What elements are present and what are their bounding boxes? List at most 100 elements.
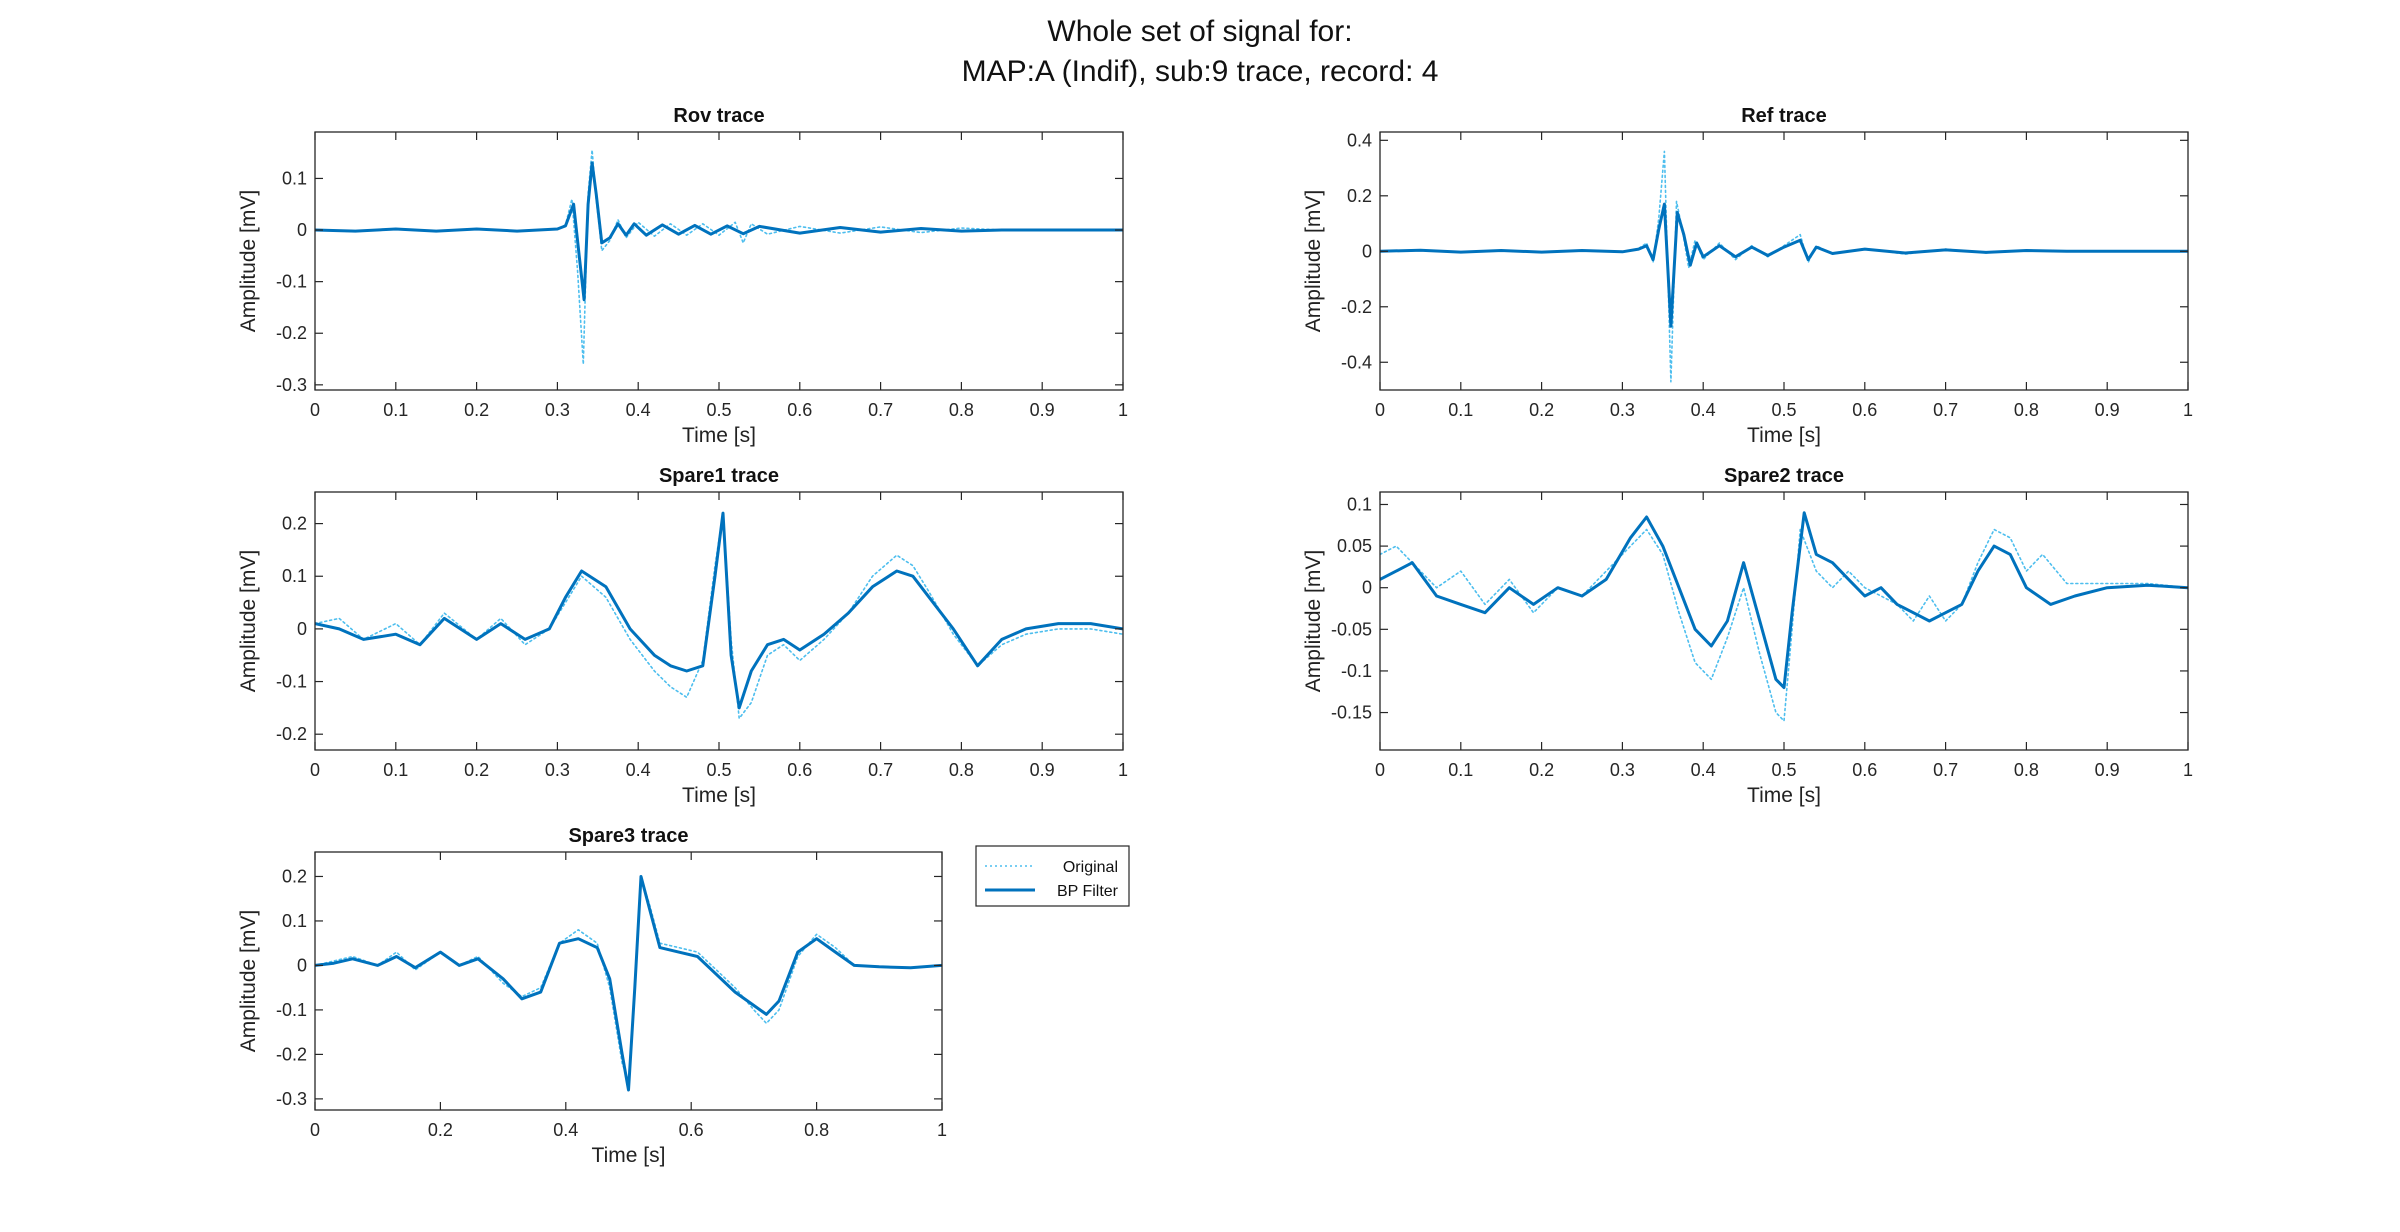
series-line-bp-filter [315, 161, 1123, 302]
y-tick-label: 0.1 [1347, 494, 1372, 514]
y-tick-label: 0.2 [282, 514, 307, 534]
x-tick-label: 0.4 [626, 760, 651, 780]
x-tick-label: 0.4 [626, 400, 651, 420]
x-tick-label: 1 [1118, 760, 1128, 780]
x-tick-label: 0.9 [1030, 760, 1055, 780]
subplot-title: Rov trace [673, 105, 764, 127]
x-tick-label: 0.3 [545, 760, 570, 780]
y-tick-label: -0.3 [276, 1089, 307, 1109]
x-tick-label: 0.3 [545, 400, 570, 420]
axes-box [314, 851, 943, 1111]
y-tick-label: -0.1 [276, 672, 307, 692]
x-tick-label: 0.1 [383, 400, 408, 420]
x-axis-label: Time [s] [1747, 784, 1821, 807]
x-tick-label: 0 [310, 760, 320, 780]
x-tick-label: 0.5 [1771, 760, 1796, 780]
x-tick-label: 0.1 [1448, 400, 1473, 420]
rov-trace-axes: 0 0.1 0.2 0.3 0.4 0.5 0.6 0.7 0.8 0.9 1 -0.3 -0.2 -0.… [237, 105, 1128, 447]
plot-area [1380, 492, 2188, 750]
figure-title-line-1: Whole set of signal for: [1047, 15, 1352, 48]
x-tick-label: 0.9 [2095, 400, 2120, 420]
spare1-trace-axes: 0 0.1 0.2 0.3 0.4 0.5 0.6 0.7 0.8 0.9 1 -0.2 -0.1 0 0.… [237, 465, 1128, 807]
x-axis-label: Time [s] [1747, 424, 1821, 447]
x-tick-label: 0.4 [1691, 760, 1716, 780]
y-tick-label: -0.4 [1341, 352, 1372, 372]
y-axis-label: Amplitude [mV] [1302, 190, 1325, 332]
x-tick-label: 0.5 [1771, 400, 1796, 420]
x-tick-label: 0.2 [1529, 400, 1554, 420]
plot-area [1380, 132, 2188, 390]
subplot-title: Spare3 trace [568, 825, 688, 847]
x-tick-label: 0.7 [868, 400, 893, 420]
spare2-trace-axes: 0 0.1 0.2 0.3 0.4 0.5 0.6 0.7 0.8 0.9 1 -0.15 -0.1 -0… [1302, 465, 2193, 807]
legend-bp-filter-label: BP Filter [1057, 883, 1119, 900]
x-tick-label: 0.2 [464, 400, 489, 420]
x-tick-label: 0.1 [383, 760, 408, 780]
x-axis-label: Time [s] [592, 1144, 666, 1167]
y-tick-label: 0.2 [1347, 186, 1372, 206]
x-tick-label: 0.3 [1610, 400, 1635, 420]
x-tick-label: 0.4 [1691, 400, 1716, 420]
x-tick-label: 0.6 [679, 1120, 704, 1140]
figure-title-line-2: MAP:A (Indif), sub:9 trace, record: 4 [962, 55, 1439, 88]
spare3-trace-axes: 0 0.2 0.4 0.6 0.8 1 -0.3 -0.2 -0.1 0 0.1 0.2 Spare3 … [237, 825, 947, 1167]
x-tick-label: 0.8 [804, 1120, 829, 1140]
y-tick-label: -0.1 [276, 1000, 307, 1020]
y-tick-label: 0.05 [1337, 536, 1372, 556]
x-tick-label: 0.8 [2014, 760, 2039, 780]
legend-original-label: Original [1063, 859, 1118, 876]
series-group [1380, 511, 2188, 722]
x-tick-label: 0 [1375, 760, 1385, 780]
y-tick-label: -0.2 [276, 323, 307, 343]
y-tick-label: 0 [1362, 578, 1372, 598]
x-tick-label: 0.7 [1933, 400, 1958, 420]
legend: Original BP Filter [975, 845, 1130, 907]
x-tick-label: 0.9 [1030, 400, 1055, 420]
x-tick-label: 0 [310, 1120, 320, 1140]
subplot-title: Ref trace [1741, 105, 1827, 127]
series-group [315, 511, 1123, 720]
y-tick-label: 0 [297, 220, 307, 240]
x-tick-label: 0.2 [428, 1120, 453, 1140]
y-tick-label: 0.1 [282, 566, 307, 586]
x-tick-label: 0.6 [787, 400, 812, 420]
y-axis-label: Amplitude [mV] [237, 190, 260, 332]
x-tick-label: 0.2 [464, 760, 489, 780]
legend-box [975, 845, 1130, 907]
x-axis-label: Time [s] [682, 424, 756, 447]
x-tick-label: 0 [310, 400, 320, 420]
y-tick-label: 0.1 [282, 168, 307, 188]
y-tick-label: -0.15 [1331, 703, 1372, 723]
y-axis-label: Amplitude [mV] [237, 910, 260, 1052]
x-tick-label: 0.1 [1448, 760, 1473, 780]
x-tick-label: 1 [2183, 400, 2193, 420]
series-line-bp-filter [1380, 511, 2188, 690]
y-tick-label: -0.3 [276, 375, 307, 395]
x-tick-label: 1 [937, 1120, 947, 1140]
y-tick-label: 0.4 [1347, 130, 1372, 150]
x-tick-label: 0.6 [1852, 400, 1877, 420]
x-tick-label: 0.5 [706, 760, 731, 780]
series-line-original [1380, 528, 2188, 722]
subplots: 0 0.1 0.2 0.3 0.4 0.5 0.6 0.7 0.8 0.9 1 -0.3 -0.2 -0.… [237, 105, 2193, 1167]
y-tick-label: 0.1 [282, 911, 307, 931]
x-tick-label: 0.8 [2014, 400, 2039, 420]
y-tick-label: -0.05 [1331, 619, 1372, 639]
x-tick-label: 0.3 [1610, 760, 1635, 780]
x-tick-label: 0.9 [2095, 760, 2120, 780]
x-tick-label: 1 [1118, 400, 1128, 420]
x-tick-label: 0.7 [1933, 760, 1958, 780]
x-tick-label: 0 [1375, 400, 1385, 420]
y-tick-label: 0.2 [282, 866, 307, 886]
x-tick-label: 0.2 [1529, 760, 1554, 780]
x-tick-label: 0.6 [1852, 760, 1877, 780]
series-line-bp-filter [315, 875, 942, 1092]
x-tick-label: 0.5 [706, 400, 731, 420]
plot-area [315, 492, 1123, 750]
y-axis-label: Amplitude [mV] [1302, 550, 1325, 692]
y-tick-label: -0.2 [276, 1044, 307, 1064]
x-tick-label: 1 [2183, 760, 2193, 780]
subplot-title: Spare1 trace [659, 465, 779, 487]
y-tick-label: -0.1 [1341, 661, 1372, 681]
